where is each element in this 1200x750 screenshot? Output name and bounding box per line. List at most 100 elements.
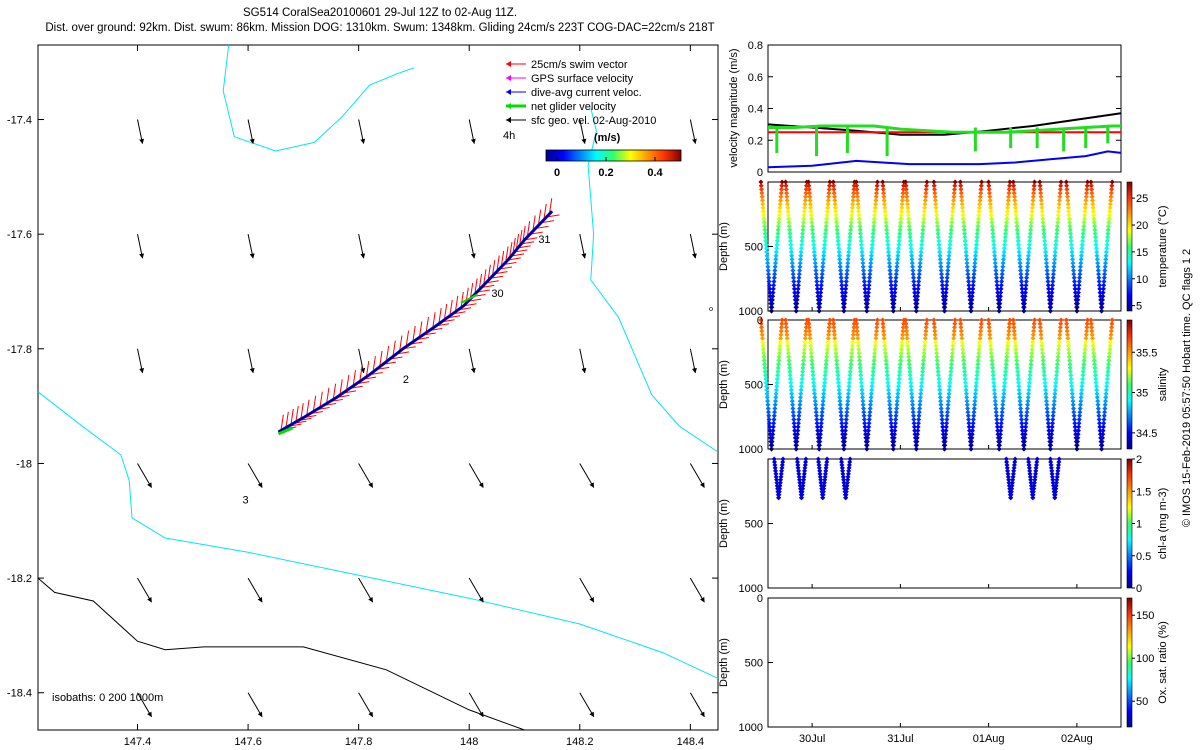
x-tick-label: 147.8	[345, 736, 373, 748]
profile-sample	[1088, 183, 1094, 189]
sfc-geo-arrow	[689, 692, 705, 718]
profile-sample	[893, 417, 899, 422]
profile-sample	[1030, 197, 1036, 203]
profile-sample	[949, 361, 954, 367]
profile-sample	[779, 321, 785, 327]
profile-sample	[1090, 343, 1096, 349]
profile-sample	[785, 205, 791, 211]
profile-sample	[776, 495, 782, 501]
profile-sample	[802, 201, 808, 207]
profile-sample	[772, 459, 777, 465]
profile-sample	[910, 271, 916, 277]
profile-sample	[904, 335, 910, 341]
profile-sample	[951, 190, 957, 196]
profile-sample	[870, 238, 876, 244]
profile-sample	[1001, 245, 1007, 251]
profile-sample	[791, 282, 797, 288]
profile-sample	[1099, 304, 1105, 310]
profile-sample	[1100, 297, 1105, 303]
profile-sample	[1056, 339, 1062, 345]
profile-sample	[811, 387, 817, 393]
profile-sample	[800, 480, 806, 486]
profile-sample	[1103, 253, 1109, 259]
profile-sample	[1039, 347, 1045, 352]
profile-sample	[1069, 387, 1075, 393]
profile-sample	[1006, 324, 1012, 330]
profile-sample	[1068, 376, 1074, 382]
profile-sample	[1024, 271, 1030, 277]
profile-sample	[1084, 324, 1090, 330]
profile-sample	[810, 369, 816, 375]
profile-sample	[1079, 380, 1085, 386]
profile-sample	[775, 234, 781, 240]
profile-sample	[858, 376, 864, 382]
profile-sample	[1007, 321, 1012, 327]
profile-sample	[1065, 339, 1071, 345]
profile-sample	[945, 409, 950, 415]
profile-sample	[990, 365, 996, 371]
profile-sample	[848, 365, 854, 371]
profile-sample	[993, 264, 999, 270]
profile-sample	[993, 402, 999, 408]
profile-sample	[986, 324, 992, 330]
profile-sample	[817, 301, 823, 307]
profile-sample	[922, 343, 928, 349]
swim-vector	[500, 250, 505, 267]
profile-sample	[825, 205, 831, 211]
profile-sample	[823, 220, 829, 225]
profile-sample	[807, 194, 813, 200]
profile-sample	[855, 343, 861, 349]
profile-sample	[800, 223, 806, 229]
profile-sample	[914, 435, 920, 441]
profile-sample	[1056, 462, 1061, 468]
profile-sample	[969, 293, 975, 299]
profile-sample	[932, 186, 937, 192]
profile-sample	[839, 282, 845, 288]
profile-sample	[1089, 190, 1095, 196]
profile-sample	[866, 282, 872, 288]
profile-sample	[894, 260, 900, 266]
profile-sample	[807, 190, 812, 196]
profile-sample	[868, 253, 874, 259]
profile-sample	[958, 190, 964, 196]
profile-sample	[1050, 282, 1055, 288]
sfc-geo-arrow	[358, 692, 374, 718]
profile-sample	[936, 245, 942, 251]
profile-sample	[994, 279, 1000, 284]
profile-sample	[799, 380, 805, 386]
profile-sample	[1064, 183, 1070, 189]
profile-sample	[776, 354, 782, 360]
profile-sample	[869, 242, 875, 248]
profile-sample	[845, 402, 850, 408]
profile-sample	[889, 290, 895, 296]
profile-sample	[1065, 201, 1071, 207]
profile-sample	[972, 256, 978, 262]
profile-sample	[1041, 365, 1047, 371]
profile-sample	[774, 477, 780, 483]
profile-sample	[846, 387, 852, 393]
profile-sample	[968, 308, 974, 314]
profile-sample	[864, 301, 870, 307]
profile-sample	[1010, 474, 1016, 480]
profile-sample	[1019, 420, 1025, 426]
profile-sample	[957, 317, 963, 323]
profile-sample	[1044, 264, 1050, 270]
profile-sample	[944, 420, 950, 426]
profile-sample	[1012, 201, 1018, 207]
profile-sample	[1004, 354, 1010, 360]
profile-sample	[933, 347, 939, 352]
profile-sample	[994, 286, 1000, 292]
profile-sample	[961, 220, 967, 225]
profile-sample	[944, 413, 950, 419]
profile-sample	[976, 347, 982, 352]
profile-sample	[832, 201, 838, 207]
profile-sample	[1090, 209, 1096, 214]
profile-sample	[858, 380, 864, 386]
profile-sample	[771, 420, 777, 426]
profile-sample	[1022, 428, 1028, 434]
profile-sample	[949, 223, 954, 229]
profile-sample	[958, 186, 964, 192]
profile-sample	[844, 409, 850, 415]
profile-sample	[938, 264, 944, 270]
profile-sample	[1094, 394, 1100, 400]
